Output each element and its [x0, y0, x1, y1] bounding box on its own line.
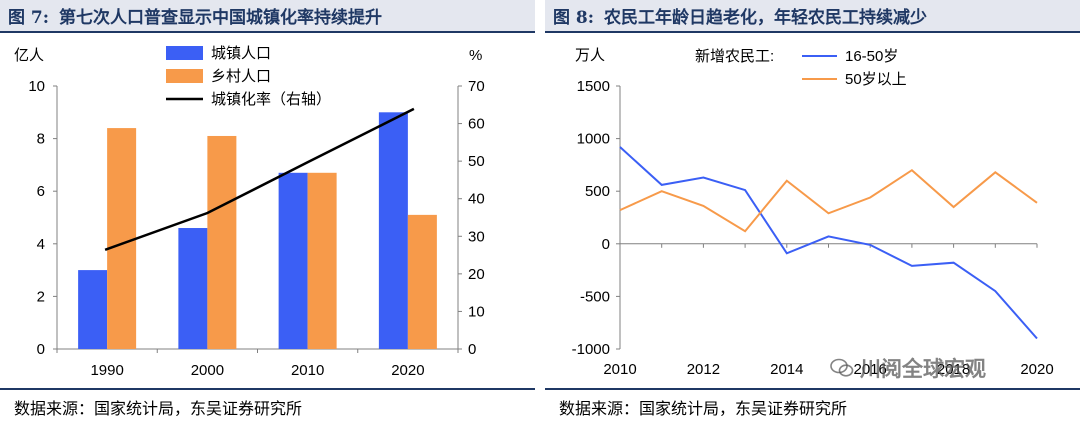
right-chart-title: 农民工年龄日趋老化，年轻农民工持续减少	[604, 8, 928, 28]
x-tick-label: 2018	[937, 361, 970, 378]
x-tick-label: 2014	[770, 361, 803, 378]
y2-tick-label: 30	[468, 228, 485, 245]
watermark-text: 川阅全球宏观	[860, 357, 986, 381]
watermark: 川阅全球宏观	[830, 353, 1050, 383]
left-figure-number: 图 7:	[8, 8, 50, 28]
y-tick-label: 8	[37, 131, 45, 148]
legend-label-urban: 城镇人口	[211, 45, 271, 62]
y-tick-label: 10	[28, 78, 45, 95]
x-tick-label: 2010	[603, 361, 636, 378]
y-axis-label: 亿人	[14, 47, 44, 64]
left-chart-svg: 0 2 4 6 8 10 0 10 20 30 40 50 60 70 1990 2000 2010 2020 亿人…	[14, 45, 485, 379]
series-line-50-plus	[619, 168, 1038, 233]
y-tick-label: 4	[37, 236, 45, 253]
y2-tick-label: 10	[468, 303, 485, 320]
y-tick-label: -1000	[572, 341, 610, 358]
y-tick-label: 2	[37, 288, 45, 305]
bar-rural	[107, 128, 137, 349]
bar-rural	[307, 172, 337, 349]
bar-urban	[178, 228, 208, 349]
legend-swatch-urban	[166, 46, 203, 60]
x-tick-label: 1990	[90, 362, 123, 379]
y-tick-label: 1500	[577, 78, 610, 95]
series-line-16-50	[619, 146, 1038, 340]
left-chart-title: 第七次人口普查显示中国城镇化率持续提升	[59, 8, 383, 28]
legend-swatch-rural	[166, 69, 203, 83]
wechat-icon	[830, 358, 854, 377]
y-tick-label: -500	[580, 288, 610, 305]
x-tick-label: 2020	[391, 362, 424, 379]
bar-urban	[378, 112, 408, 349]
bar-rural	[207, 135, 237, 349]
right-chart-title-bar: 图 8: 农民工年龄日趋老化，年轻农民工持续减少	[545, 0, 1080, 33]
legend-label-rural: 乡村人口	[211, 68, 271, 85]
y-axis-label: 万人	[575, 47, 605, 64]
y2-axis-label: %	[469, 47, 482, 64]
legend-label-rate: 城镇化率（右轴）	[211, 91, 331, 108]
y2-tick-label: 70	[468, 78, 485, 95]
y-tick-label: 500	[585, 183, 610, 200]
x-tick-label: 2010	[291, 362, 324, 379]
y-tick-label: 0	[37, 341, 45, 358]
legend-title: 新增农民工:	[695, 48, 774, 65]
bar-rural	[407, 214, 437, 349]
y-tick-label: 0	[602, 236, 610, 253]
x-tick-label: 2020	[1020, 361, 1053, 378]
left-source-note: 数据来源：国家统计局，东吴证券研究所	[0, 388, 535, 423]
urbanization-rate-line	[104, 107, 415, 251]
legend-label-16-50: 16-50岁	[845, 48, 898, 65]
y2-tick-label: 60	[468, 116, 485, 133]
y-tick-label: 6	[37, 183, 45, 200]
y2-tick-label: 0	[468, 341, 476, 358]
left-chart-panel: 图 7: 第七次人口普查显示中国城镇化率持续提升 0 2 4 6 8 10 0 10 20 30 4…	[0, 0, 535, 423]
y2-tick-label: 40	[468, 191, 485, 208]
bar-urban	[278, 172, 308, 349]
right-source-note: 数据来源：国家统计局，东吴证券研究所	[545, 388, 1080, 423]
right-chart-panel: 图 8: 农民工年龄日趋老化，年轻农民工持续减少 -1000 -500 0 500 10…	[545, 0, 1080, 423]
x-tick-label: 2016	[854, 361, 887, 378]
y2-tick-label: 50	[468, 153, 485, 170]
y2-tick-label: 20	[468, 266, 485, 283]
x-tick-label: 2000	[191, 362, 224, 379]
x-tick-label: 2012	[687, 361, 720, 378]
legend-label-50-plus: 50岁以上	[845, 71, 907, 88]
left-chart-title-bar: 图 7: 第七次人口普查显示中国城镇化率持续提升	[0, 0, 535, 33]
right-figure-number: 图 8:	[553, 8, 595, 28]
right-chart-svg: -1000 -500 0 500 1000 1500 2010 2012 2014 2016 201…	[572, 47, 1054, 378]
bar-urban	[78, 270, 108, 349]
y-tick-label: 1000	[577, 131, 610, 148]
